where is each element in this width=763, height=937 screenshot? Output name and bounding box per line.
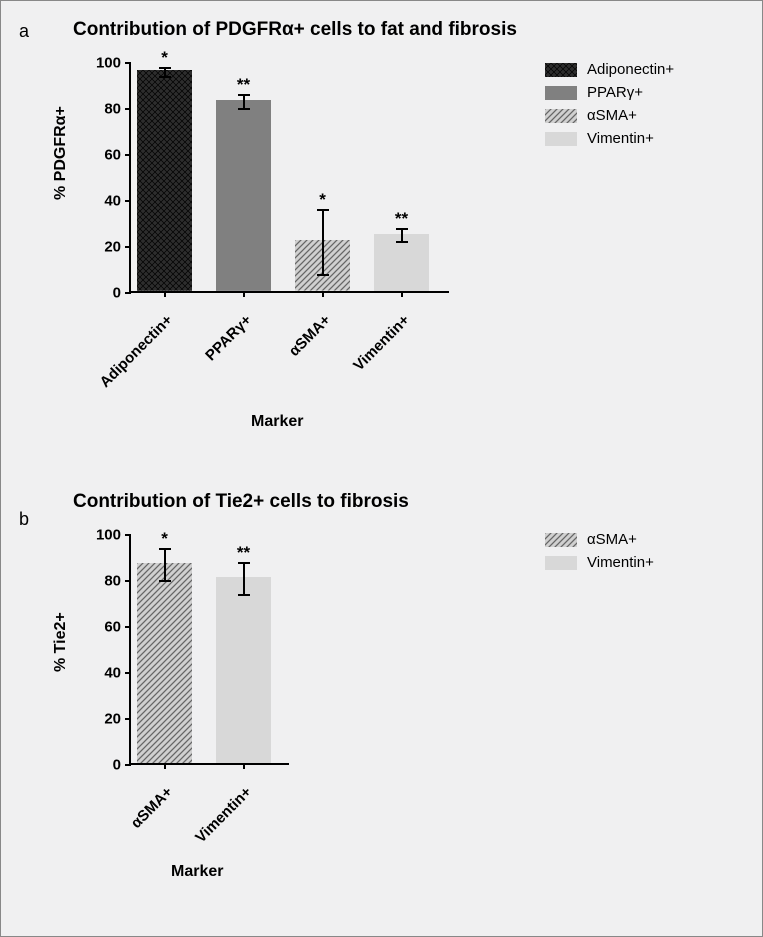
error-cap <box>159 580 171 582</box>
legend-label: Adiponectin+ <box>587 61 674 78</box>
y-tick-label: 100 <box>96 55 121 72</box>
panel-b-ytitle: % Tie2+ <box>52 628 70 672</box>
panel-a-plot: 020406080100*Adiponectin+**PPARγ+*αSMA+*… <box>129 63 449 293</box>
x-tick <box>322 291 324 297</box>
significance-label: * <box>319 190 326 210</box>
y-tick <box>125 626 131 628</box>
legend-label: PPARγ+ <box>587 84 643 101</box>
legend-swatch <box>545 556 577 570</box>
x-tick <box>401 291 403 297</box>
legend-item: αSMA+ <box>545 531 654 548</box>
legend-label: Vimentin+ <box>587 130 654 147</box>
y-tick-label: 0 <box>113 757 121 774</box>
x-tick <box>164 291 166 297</box>
legend-swatch <box>545 132 577 146</box>
y-tick-label: 0 <box>113 285 121 302</box>
legend-item: Vimentin+ <box>545 130 674 147</box>
panel-a-legend: Adiponectin+ PPARγ+ αSMA+ Vimentin+ <box>545 61 674 153</box>
error-cap <box>317 274 329 276</box>
bar <box>137 563 192 763</box>
legend-item: Adiponectin+ <box>545 61 674 78</box>
legend-label: αSMA+ <box>587 107 637 124</box>
y-tick-label: 40 <box>104 193 121 210</box>
bar <box>216 577 271 763</box>
significance-label: * <box>161 48 168 68</box>
y-tick <box>125 246 131 248</box>
y-tick-label: 20 <box>104 239 121 256</box>
panel-b-legend: αSMA+ Vimentin+ <box>545 531 654 577</box>
y-tick <box>125 108 131 110</box>
error-cap <box>238 108 250 110</box>
y-tick <box>125 62 131 64</box>
panel-b-title: Contribution of Tie2+ cells to fibrosis <box>73 491 409 513</box>
legend-item: αSMA+ <box>545 107 674 124</box>
error-bar <box>401 229 403 243</box>
legend-swatch <box>545 63 577 77</box>
panel-b-chart: 020406080100*αSMA+**Vimentin+ <box>129 535 289 765</box>
y-tick-label: 80 <box>104 573 121 590</box>
panel-a-xtitle: Marker <box>251 413 303 431</box>
significance-label: ** <box>237 543 250 563</box>
x-tick <box>243 291 245 297</box>
error-cap <box>159 76 171 78</box>
legend-swatch <box>545 109 577 123</box>
significance-label: ** <box>237 75 250 95</box>
x-tick <box>243 763 245 769</box>
bar <box>216 100 271 291</box>
panel-b-label: b <box>19 509 29 530</box>
error-bar <box>322 210 324 274</box>
y-tick-label: 20 <box>104 711 121 728</box>
panel-a-ytitle: % PDGFRα+ <box>52 156 70 200</box>
panel-a-title: Contribution of PDGFRα+ cells to fat and… <box>73 19 517 41</box>
panel-a-chart: 020406080100*Adiponectin+**PPARγ+*αSMA+*… <box>129 63 449 293</box>
y-tick-label: 80 <box>104 101 121 118</box>
panel-b-plot: 020406080100*αSMA+**Vimentin+ <box>129 535 289 765</box>
y-tick <box>125 580 131 582</box>
legend-label: Vimentin+ <box>587 554 654 571</box>
x-tick <box>164 763 166 769</box>
y-tick <box>125 534 131 536</box>
panel-b-xtitle: Marker <box>171 863 223 881</box>
y-tick <box>125 672 131 674</box>
legend-swatch <box>545 533 577 547</box>
error-cap <box>238 594 250 596</box>
significance-label: ** <box>395 209 408 229</box>
legend-swatch <box>545 86 577 100</box>
y-tick-label: 60 <box>104 619 121 636</box>
error-bar <box>243 95 245 109</box>
y-tick <box>125 200 131 202</box>
y-tick <box>125 292 131 294</box>
significance-label: * <box>161 529 168 549</box>
legend-item: PPARγ+ <box>545 84 674 101</box>
y-tick <box>125 764 131 766</box>
bar <box>137 70 192 291</box>
y-tick-label: 40 <box>104 665 121 682</box>
error-bar <box>164 549 166 581</box>
legend-item: Vimentin+ <box>545 554 654 571</box>
error-bar <box>243 563 245 595</box>
error-cap <box>396 241 408 243</box>
y-tick <box>125 154 131 156</box>
y-tick-label: 100 <box>96 527 121 544</box>
legend-label: αSMA+ <box>587 531 637 548</box>
panel-a-label: a <box>19 21 29 42</box>
y-tick-label: 60 <box>104 147 121 164</box>
y-tick <box>125 718 131 720</box>
